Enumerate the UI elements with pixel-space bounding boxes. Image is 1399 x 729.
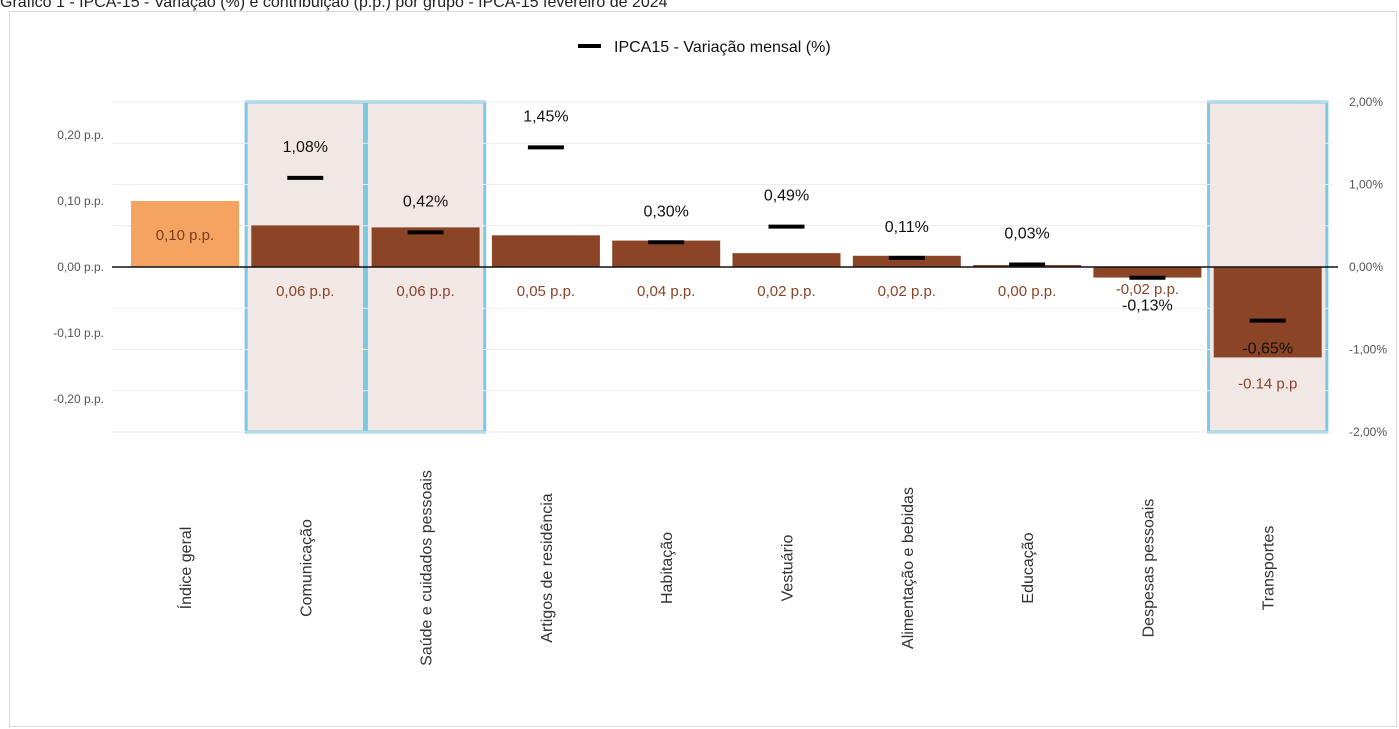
page-title: Gráfico 1 - IPCA-15 - Variação (%) e con…	[0, 0, 668, 11]
legend-label: IPCA15 - Variação mensal (%)	[614, 39, 831, 56]
y-right-tick-label: 2,00%	[1349, 95, 1383, 109]
bar-label: 0,00 p.p.	[998, 283, 1056, 300]
marker-label: 0,30%	[644, 203, 689, 220]
x-tick-label: Educação	[1020, 532, 1037, 603]
marker-label: -0,65%	[1242, 341, 1293, 358]
bar	[1093, 267, 1202, 278]
bar-label: 0,04 p.p.	[637, 283, 695, 300]
bar-label: 0,10 p.p.	[156, 227, 214, 244]
x-tick-label: Comunicação	[298, 519, 315, 617]
x-tick-label: Índice geral	[176, 527, 195, 610]
axes: 0,20 p.p. 0,10 p.p. 0,00 p.p. -0,10 p.p. -0,…	[53, 95, 1387, 666]
bar	[732, 253, 841, 267]
marker-label: 1,45%	[523, 108, 568, 125]
x-tick-label: Despesas pessoais	[1140, 499, 1157, 638]
bar-label: 0,05 p.p.	[517, 283, 575, 300]
marker-label: 0,03%	[1004, 226, 1049, 243]
y-right-tick-label: -2,00%	[1349, 425, 1387, 439]
bar-label: 0,02 p.p.	[757, 283, 815, 300]
y-left-tick-label: 0,00 p.p.	[57, 260, 104, 274]
markers	[287, 145, 1286, 323]
bar	[852, 255, 961, 267]
y-left-tick-label: 0,10 p.p.	[57, 194, 104, 208]
y-right-tick-label: -1,00%	[1349, 343, 1387, 357]
bar	[612, 240, 721, 267]
y-left-tick-label: -0,10 p.p.	[53, 326, 104, 340]
legend: IPCA15 - Variação mensal (%)	[578, 39, 831, 56]
marker-label: 1,08%	[283, 139, 328, 156]
x-tick-label: Vestuário	[780, 535, 797, 602]
bar-label: 0,02 p.p.	[878, 283, 936, 300]
x-tick-label: Transportes	[1261, 526, 1278, 611]
y-right-tick-label: 0,00%	[1349, 260, 1383, 274]
y-left-tick-label: -0,20 p.p.	[53, 392, 104, 406]
bar-label: -0.14 p.p	[1238, 375, 1297, 392]
bar-label: 0,06 p.p.	[396, 283, 454, 300]
bar	[251, 225, 360, 267]
bar-label: -0,02 p.p.	[1116, 281, 1179, 298]
chart-panel	[9, 11, 1397, 727]
x-tick-label: Saúde e cuidados pessoais	[419, 470, 436, 666]
bar	[1213, 267, 1322, 358]
bar-label: 0,06 p.p.	[276, 283, 334, 300]
x-tick-label: Artigos de residência	[539, 493, 556, 643]
y-right-tick-label: 1,00%	[1349, 178, 1383, 192]
marker-label: -0,13%	[1122, 298, 1173, 315]
bar	[131, 201, 239, 267]
y-left-tick-label: 0,20 p.p.	[57, 128, 104, 142]
bar	[491, 235, 600, 267]
marker-label: 0,42%	[403, 193, 448, 210]
grid	[112, 101, 1333, 433]
x-tick-label: Alimentação e bebidas	[900, 487, 917, 649]
marker-label: 0,49%	[764, 188, 809, 205]
marker-label: 0,11%	[885, 219, 929, 236]
value-labels: 0,10 p.p. 0,06 p.p. 0,06 p.p. 0,05 p.p. 0,04…	[156, 108, 1298, 392]
x-tick-label: Habitação	[659, 532, 676, 604]
